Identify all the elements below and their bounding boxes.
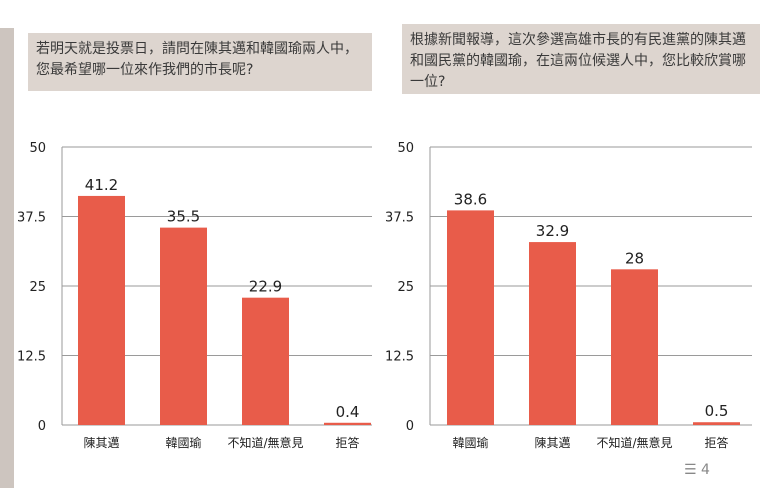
page-label: 4 <box>701 462 710 478</box>
question-1-box: 若明天就是投票日，請問在陳其邁和韓國瑜兩人中，您最希望哪一位來作我們的市長呢? <box>28 33 372 91</box>
data-label: 0.5 <box>705 402 729 420</box>
category-label: 不知道/無意見 <box>596 435 672 450</box>
category-label: 韓國瑜 <box>165 435 201 450</box>
page-number: ☰ 4 <box>684 462 710 478</box>
bar <box>693 422 740 425</box>
y-tick-label: 37.5 <box>17 211 46 226</box>
category-label: 陳其邁 <box>534 436 570 450</box>
category-label: 不知道/無意見 <box>227 435 303 450</box>
y-tick-label: 25 <box>397 280 414 295</box>
y-tick-label: 37.5 <box>385 211 414 226</box>
data-label: 28 <box>625 249 644 267</box>
data-label: 41.2 <box>85 176 118 194</box>
y-tick-label: 0 <box>38 419 46 434</box>
data-label: 32.9 <box>536 222 569 240</box>
y-tick-label: 12.5 <box>17 350 46 365</box>
chart-1: 0 12.5 25 37.5 50 41.2 陳其邁 35.5 韓國瑜 22.9 不知道/無意見 0.… <box>17 141 372 450</box>
category-label: 拒答 <box>704 435 728 450</box>
y-tick-label: 50 <box>397 141 414 156</box>
data-label: 22.9 <box>249 278 282 296</box>
y-tick-label: 12.5 <box>385 350 414 365</box>
y-tick-label: 0 <box>406 419 414 434</box>
y-tick-label: 25 <box>29 280 46 295</box>
bar <box>160 227 207 425</box>
menu-icon: ☰ <box>684 462 697 478</box>
left-accent-bar <box>0 28 14 488</box>
bar <box>78 195 125 425</box>
bar <box>529 242 576 425</box>
category-label: 拒答 <box>335 435 359 450</box>
data-label: 38.6 <box>454 190 487 208</box>
chart-2: 0 12.5 25 37.5 50 38.6 韓國瑜 32.9 陳其邁 28 不知道/無意見 0.5 拒… <box>385 141 752 450</box>
y-tick-label: 50 <box>29 141 46 156</box>
question-2-box: 根據新聞報導，這次參選高雄市長的有民進黨的陳其邁和國民黨的韓國瑜，在這兩位候選人… <box>402 24 760 94</box>
data-label: 0.4 <box>336 403 360 421</box>
bar <box>242 297 289 425</box>
category-label: 韓國瑜 <box>452 435 488 450</box>
data-label: 35.5 <box>167 208 200 226</box>
bar <box>447 210 494 425</box>
bar <box>611 269 658 425</box>
category-label: 陳其邁 <box>83 436 119 450</box>
bar <box>324 422 371 425</box>
